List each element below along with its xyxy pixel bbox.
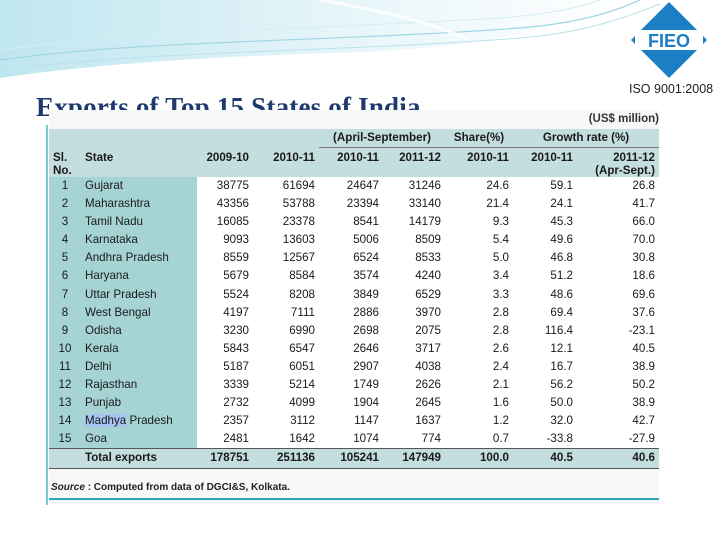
col-header-as-2011-12: 2011-12 xyxy=(383,147,445,177)
logo-text: FIEO xyxy=(648,31,690,51)
table-total-row: Total exports 178751 251136 105241 147949 … xyxy=(49,448,659,469)
table-row: 10 Kerala 5843 6547 2646 3717 2.6 12.1 40.5 xyxy=(49,339,659,358)
bottom-rule xyxy=(49,498,659,500)
exports-table: (April-September) Share(%) Growth rate (… xyxy=(49,129,659,469)
exports-table-panel: (US$ million) (April-September) Share(%)… xyxy=(49,110,659,504)
highlighted-text: Madhya xyxy=(85,414,127,428)
col-header-state: State xyxy=(81,147,197,177)
table-row: 2 Maharashtra 43356 53788 23394 33140 21.4 2… xyxy=(49,195,659,214)
table-row: 3 Tamil Nadu 16085 23378 8541 14179 9.3 45.3… xyxy=(49,213,659,232)
fieo-logo: FIEO xyxy=(631,2,707,78)
table-group-header-row: (April-September) Share(%) Growth rate (… xyxy=(49,129,659,148)
total-label: Total exports xyxy=(81,448,197,469)
iso-certification: ISO 9001:2008 xyxy=(629,82,714,96)
table-row: 11 Delhi 5187 6051 2907 4038 2.4 16.7 38.9 xyxy=(49,357,659,377)
col-header-sl-no: Sl. No. xyxy=(49,147,81,177)
col-header-as-2010-11: 2010-11 xyxy=(319,147,383,177)
table-row: 14 Madhya Pradesh 2357 3112 1147 1637 1.2 3… xyxy=(49,412,659,431)
col-header-2009-10: 2009-10 xyxy=(197,147,253,177)
table-row: 15 Goa 2481 1642 1074 774 0.7 -33.8 -27.9 xyxy=(49,430,659,449)
table-row: 9 Odisha 3230 6990 2698 2075 2.8 116.4 -23.1 xyxy=(49,321,659,340)
table-row: 13 Punjab 2732 4099 1904 2645 1.6 50.0 38.9 xyxy=(49,394,659,413)
header-wave-decoration xyxy=(0,0,661,78)
col-header-share-2010-11: 2010-11 xyxy=(445,147,513,177)
group-header-growth: Growth rate (%) xyxy=(513,129,659,148)
state-cell-highlighted: Madhya Pradesh xyxy=(81,412,197,431)
table-row: 1 Gujarat 38775 61694 24647 31246 24.6 59.1 … xyxy=(49,177,659,196)
side-rule xyxy=(46,125,48,505)
source-note: Source : Computed from data of DGCI&S, K… xyxy=(51,482,290,493)
table-row: 5 Andhra Pradesh 8559 12567 6524 8533 5.0 46… xyxy=(49,249,659,268)
table-row: 6 Haryana 5679 8584 3574 4240 3.4 51.2 18.6 xyxy=(49,267,659,286)
table-row: 4 Karnataka 9093 13603 5006 8509 5.4 49.6 70… xyxy=(49,231,659,250)
table-header-row: Sl. No. State 2009-10 2010-11 2010-11 201… xyxy=(49,147,659,177)
group-header-share: Share(%) xyxy=(445,129,513,148)
col-header-2010-11: 2010-11 xyxy=(253,147,319,177)
col-header-growth-2011-12: 2011-12 (Apr-Sept.) xyxy=(577,147,659,177)
unit-note: (US$ million) xyxy=(588,113,659,125)
table-row: 8 West Bengal 4197 7111 2886 3970 2.8 69.4 3… xyxy=(49,303,659,322)
group-header-apr-sep: (April-September) xyxy=(319,129,445,148)
table-row: 7 Uttar Pradesh 5524 8208 3849 6529 3.3 48.6… xyxy=(49,285,659,304)
table-row: 12 Rajasthan 3339 5214 1749 2626 2.1 56.2 50… xyxy=(49,376,659,395)
col-header-growth-2010-11: 2010-11 xyxy=(513,147,577,177)
